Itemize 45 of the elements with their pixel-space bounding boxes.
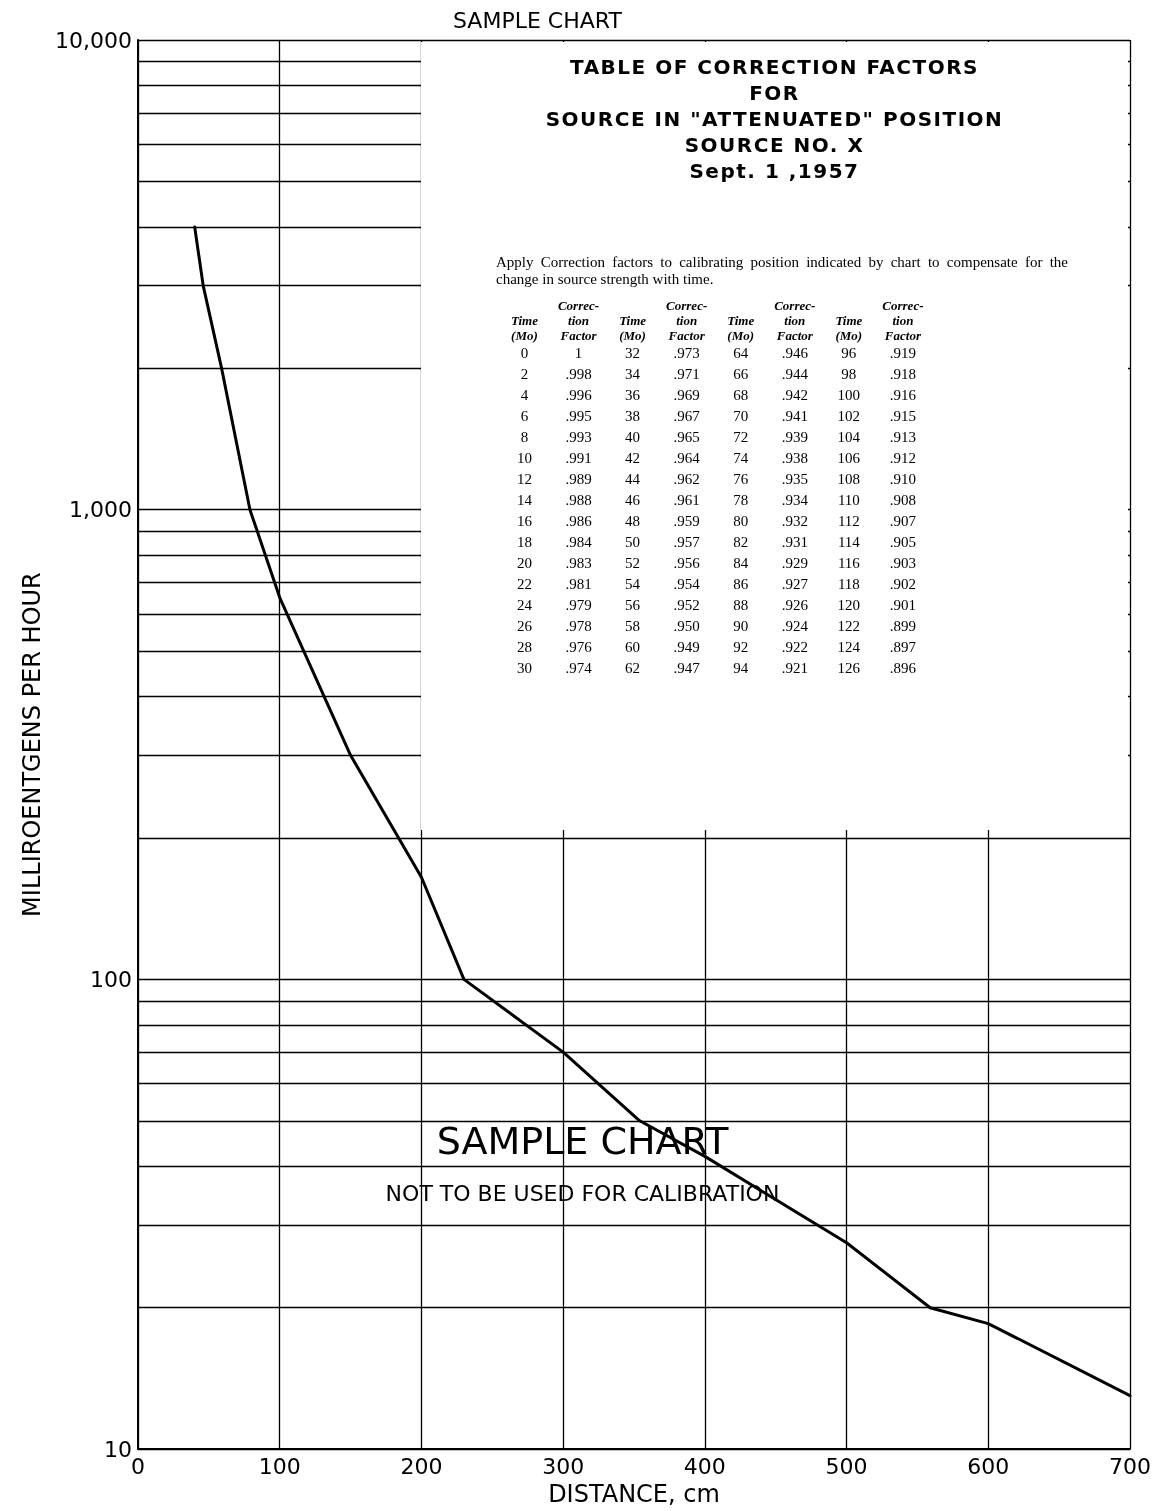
y-axis-title: MILLIROENTGENS PER HOUR [18,572,47,917]
annotation: Correc- tion Factor [773,298,817,343]
x-tick-label: 400 [683,1453,726,1479]
text: 22 .981 54 .954 86 .927 118 .902 [516,576,917,592]
text: 0 1 32 .973 64 .946 96 .919 [520,345,917,361]
text: 6 .995 38 .967 70 .941 102 .915 [520,408,917,424]
x-axis-title: DISTANCE, cm [548,1480,720,1508]
x-tick-label: 100 [258,1453,301,1479]
annotation: Time (Mo) [834,312,864,343]
annotation: Apply Correction factors to calibrating position indicated by chart to compensate for the change in source strength with time. [496,254,1068,288]
y-tick-label: 1,000 [69,497,132,523]
text: 2 .998 34 .971 66 .944 98 .918 [520,366,917,382]
annotation: Time (Mo) [726,312,756,343]
y-tick-label: 10,000 [55,27,132,53]
x-tick-label: 600 [967,1453,1010,1479]
x-tick-label: 500 [825,1453,868,1479]
text: 12 .989 44 .962 76 .935 108 .910 [516,471,917,487]
text: 10 .991 42 .964 74 .938 106 .912 [516,450,917,466]
annotation: Correc- tion Factor [881,298,925,343]
x-tick-label: 200 [400,1453,443,1479]
annotation: SOURCE NO. X [683,132,866,158]
annotation: Sept. 1 ,1957 [688,158,861,184]
x-tick-label: 300 [542,1453,585,1479]
text: 20 .983 52 .956 84 .929 116 .903 [516,555,917,571]
text: 18 .984 50 .957 82 .931 114 .905 [516,534,917,550]
chart-title: SAMPLE CHART [453,7,623,33]
y-tick-label: 10 [104,1436,132,1462]
annotation: Time (Mo) [618,312,648,343]
text: 26 .978 58 .950 90 .924 122 .899 [516,618,917,634]
text: 4 .996 36 .969 68 .942 100 .916 [520,387,917,403]
text: 30 .974 62 .947 94 .921 126 .896 [516,660,917,676]
text: 8 .993 40 .965 72 .939 104 .913 [520,429,917,445]
annotation: TABLE OF CORRECTION FACTORS [569,54,980,80]
text: 24 .979 56 .952 88 .926 120 .901 [516,597,917,613]
annotation: Correc- tion Factor [556,298,601,343]
text: 14 .988 46 .961 78 .934 110 .908 [516,492,917,508]
annotation: Time (Mo) [510,312,539,343]
text: 16 .986 48 .959 80 .932 112 .907 [516,513,917,529]
annotation: Correc- tion Factor [665,298,709,343]
annotation: SOURCE IN "ATTENUATED" POSITION [544,106,1005,132]
x-tick-label: 700 [1109,1453,1151,1479]
text: 28 .976 60 .949 92 .922 124 .897 [516,639,917,655]
y-tick-label: 100 [90,966,132,992]
x-tick-label: 0 [131,1453,145,1479]
annotation: FOR [748,80,801,106]
